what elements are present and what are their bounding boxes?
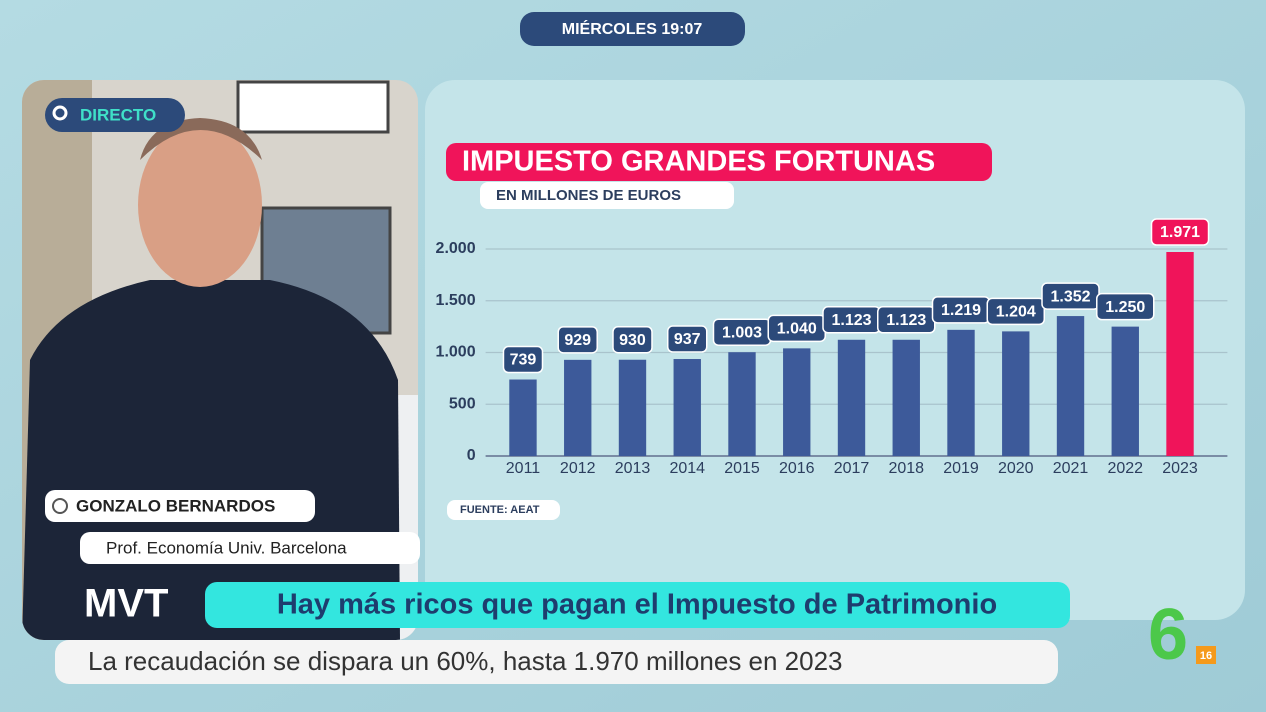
bar — [673, 359, 701, 456]
x-tick-label: 2020 — [998, 460, 1034, 477]
value-label-box — [557, 326, 598, 354]
chart-subtitle: EN MILLONES DE EUROS — [496, 187, 681, 204]
x-tick-label: 2014 — [669, 460, 705, 477]
x-tick-label: 2022 — [1107, 460, 1143, 477]
bar — [837, 339, 866, 456]
x-tick-label: 2021 — [1053, 460, 1089, 477]
x-tick-label: 2016 — [779, 460, 815, 477]
chart-source: FUENTE: AEAT — [460, 504, 540, 516]
guest-name: GONZALO BERNARDOS — [76, 496, 275, 515]
rating: 16 — [1200, 650, 1212, 662]
guest-role-box — [80, 532, 420, 564]
value-label: 1.040 — [777, 321, 817, 338]
x-tick-label: 2012 — [560, 460, 596, 477]
guest-role: Prof. Economía Univ. Barcelona — [106, 538, 347, 557]
bar — [1166, 252, 1194, 456]
x-tick-label: 2017 — [834, 460, 870, 477]
y-tick-label: 1.500 — [436, 292, 476, 309]
title-box — [446, 143, 992, 181]
x-tick-label: 2011 — [506, 460, 541, 477]
headline: Hay más ricos que pagan el Impuesto de P… — [277, 589, 997, 621]
x-tick-label: 2018 — [888, 460, 924, 477]
live-label: DIRECTO — [80, 105, 156, 124]
subheadline: La recaudación se dispara un 60%, hasta … — [88, 646, 843, 676]
value-label-box — [666, 325, 708, 353]
x-tick-label: 2023 — [1162, 460, 1198, 477]
live-pill — [45, 98, 185, 132]
x-tick-label: 2019 — [943, 460, 979, 477]
bar — [1002, 331, 1030, 456]
clock-pill — [520, 12, 745, 46]
y-tick-label: 1.000 — [436, 344, 476, 361]
bar — [509, 379, 537, 456]
clock: MIÉRCOLES 19:07 — [562, 19, 703, 38]
value-label-box — [1150, 218, 1210, 246]
show-logo: MVT — [84, 582, 168, 626]
chart-title: IMPUESTO GRANDES FORTUNAS — [462, 146, 935, 178]
value-label: 930 — [619, 332, 646, 349]
bar — [892, 339, 920, 456]
value-label: 937 — [674, 331, 701, 348]
chart-panel — [425, 80, 1245, 620]
value-label: 739 — [510, 352, 537, 369]
x-tick-label: 2013 — [615, 460, 651, 477]
bar — [728, 352, 756, 456]
x-tick-label: 2015 — [724, 460, 760, 477]
value-label: 1.123 — [886, 312, 926, 329]
subheadline-box — [55, 640, 1058, 684]
value-label: 1.204 — [996, 304, 1036, 321]
source-box — [447, 500, 560, 520]
y-tick-label: 2.000 — [436, 240, 476, 257]
search-icon — [52, 105, 68, 121]
value-label-box — [502, 345, 544, 374]
rating-box — [1196, 646, 1216, 664]
value-label: 1.352 — [1050, 288, 1090, 305]
value-label: 929 — [564, 332, 591, 349]
bar — [618, 359, 647, 456]
headline-box — [205, 582, 1070, 628]
info-icon — [52, 498, 68, 514]
y-tick-label: 500 — [449, 395, 476, 412]
value-label-box — [612, 325, 653, 354]
guest-name-box — [45, 490, 315, 522]
subtitle-box — [480, 182, 734, 209]
value-label: 1.123 — [831, 312, 871, 329]
bar — [1111, 326, 1139, 456]
bar — [947, 329, 975, 456]
bar — [564, 359, 592, 456]
bar — [1056, 316, 1085, 456]
value-label: 1.219 — [941, 302, 981, 319]
y-tick-label: 0 — [467, 447, 476, 464]
bar — [783, 348, 811, 456]
value-label-box — [1096, 292, 1155, 321]
value-label-box — [986, 297, 1046, 326]
channel-logo: 6 — [1148, 595, 1188, 675]
value-label: 1.003 — [722, 324, 762, 341]
value-label: 1.971 — [1160, 224, 1200, 241]
value-label: 1.250 — [1105, 299, 1145, 316]
